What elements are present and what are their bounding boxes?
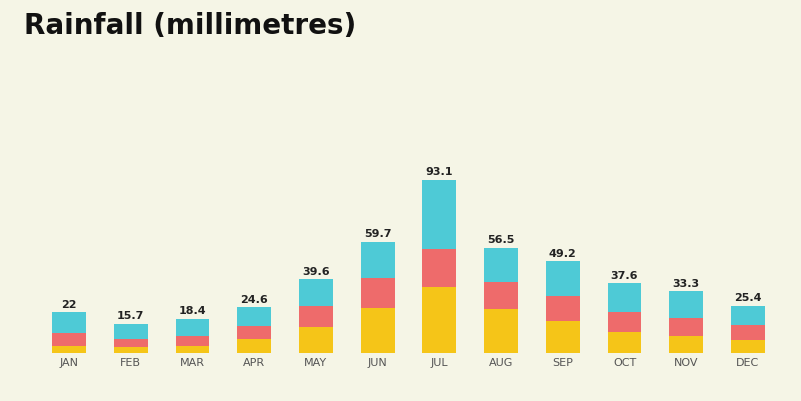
Text: 18.4: 18.4 xyxy=(179,306,207,316)
Bar xyxy=(670,336,703,353)
Bar xyxy=(52,312,86,333)
Bar xyxy=(360,242,395,278)
Text: 39.6: 39.6 xyxy=(302,267,330,277)
Bar xyxy=(670,318,703,336)
Text: 56.5: 56.5 xyxy=(487,235,515,245)
Bar xyxy=(175,319,210,336)
Bar xyxy=(607,332,642,353)
Bar xyxy=(175,346,210,353)
Bar xyxy=(670,291,703,318)
Bar xyxy=(422,287,457,353)
Bar xyxy=(422,249,457,287)
Bar xyxy=(114,347,147,353)
Bar xyxy=(484,309,518,353)
Bar xyxy=(484,248,518,282)
Bar xyxy=(484,282,518,309)
Bar xyxy=(299,306,333,327)
Text: 59.7: 59.7 xyxy=(364,229,392,239)
Bar xyxy=(237,339,272,353)
Text: 37.6: 37.6 xyxy=(611,271,638,281)
Text: 22: 22 xyxy=(62,300,77,310)
Bar xyxy=(607,283,642,312)
Text: 15.7: 15.7 xyxy=(117,312,144,322)
Bar xyxy=(545,296,580,321)
Bar xyxy=(114,324,147,339)
Text: 24.6: 24.6 xyxy=(240,295,268,305)
Text: 25.4: 25.4 xyxy=(735,294,762,304)
Bar xyxy=(545,261,580,296)
Text: 33.3: 33.3 xyxy=(673,279,700,289)
Bar xyxy=(731,306,765,326)
Text: 93.1: 93.1 xyxy=(425,167,453,177)
Bar xyxy=(299,279,333,306)
Bar xyxy=(299,327,333,353)
Bar xyxy=(52,346,86,353)
Bar xyxy=(607,312,642,332)
Bar xyxy=(731,326,765,340)
Bar xyxy=(360,308,395,353)
Bar xyxy=(237,307,272,326)
Bar xyxy=(422,180,457,249)
Bar xyxy=(731,340,765,353)
Bar xyxy=(237,326,272,339)
Text: Rainfall (millimetres): Rainfall (millimetres) xyxy=(24,12,356,40)
Bar xyxy=(545,321,580,353)
Bar xyxy=(52,333,86,346)
Text: 49.2: 49.2 xyxy=(549,249,577,259)
Bar xyxy=(114,339,147,347)
Bar xyxy=(175,336,210,346)
Bar xyxy=(360,278,395,308)
